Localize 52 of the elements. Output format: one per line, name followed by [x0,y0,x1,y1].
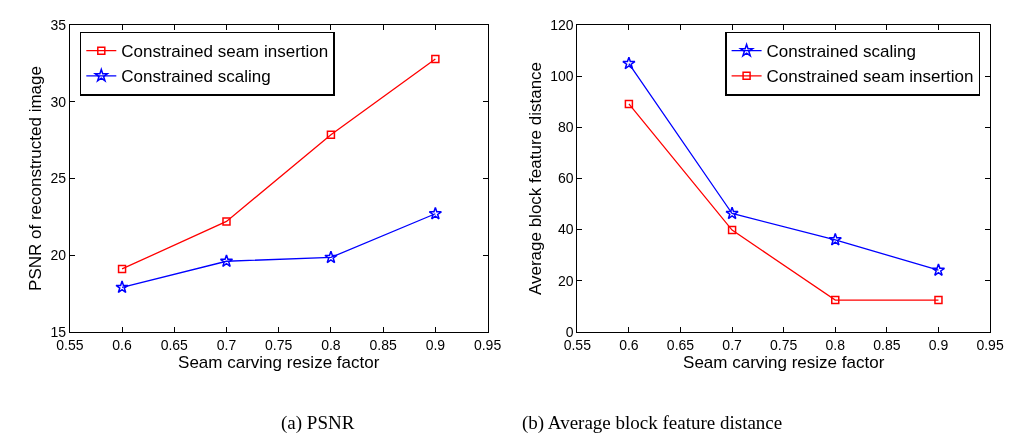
x-tick-label: 0.85 [369,336,397,353]
point [727,225,737,235]
point [624,99,634,109]
y-axis-title: Average block feature distance [525,61,545,296]
x-tick-label: 0.7 [722,336,743,353]
legend-label: Constrained scaling [121,67,271,87]
x-tick-label: 0.9 [928,336,949,353]
x-axis-title: Seam carving resize factor [178,352,380,372]
y-axis-title: PSNR of reconstructed image [26,66,45,291]
point [428,206,443,220]
point [431,54,440,64]
y-tick-label: 100 [550,68,574,85]
point [219,254,234,268]
legend-label: Constrained seam insertion [121,42,329,62]
y-tick-label: 60 [557,170,574,187]
point [324,250,338,264]
legend-label: Constrained seam insertion [766,67,974,87]
point [931,263,946,277]
x-tick-label: 0.75 [265,336,293,353]
y-tick-label: 30 [50,93,67,110]
x-tick-label: 0.6 [112,336,132,353]
x-tick-label: 0.6 [619,336,639,353]
x-tick-label: 0.8 [825,336,846,353]
x-tick-label: 0.8 [321,336,341,353]
y-tick-label: 40 [557,221,574,238]
y-tick-label: 25 [50,170,67,187]
y-tick-label: 20 [50,247,67,264]
point [622,56,636,70]
point [326,130,336,140]
point [222,217,231,226]
x-tick-label: 0.9 [425,336,446,353]
point [934,295,943,305]
y-tick-label: 120 [550,17,574,34]
x-tick-label: 0.7 [216,336,237,353]
x-tick-label: 0.85 [873,336,901,353]
y-tick-label: 80 [557,119,574,136]
x-tick-label: 0.75 [770,336,798,353]
x-tick-label: 0.95 [976,336,1004,353]
y-tick-label: 20 [557,272,574,289]
text: (b) Average block feature distance [522,412,783,434]
x-tick-label: 0.65 [666,336,695,353]
point [117,264,127,274]
point [115,280,129,294]
legend-label: Constrained scaling [766,42,916,62]
x-axis-title: Seam carving resize factor [683,352,885,372]
y-tick-label: 35 [50,17,67,34]
point [831,295,840,305]
x-tick-label: 0.65 [160,336,189,353]
x-tick-label: 0.95 [473,336,502,353]
point [725,206,739,220]
text: (a) PSNR [281,412,355,434]
point [828,232,843,246]
